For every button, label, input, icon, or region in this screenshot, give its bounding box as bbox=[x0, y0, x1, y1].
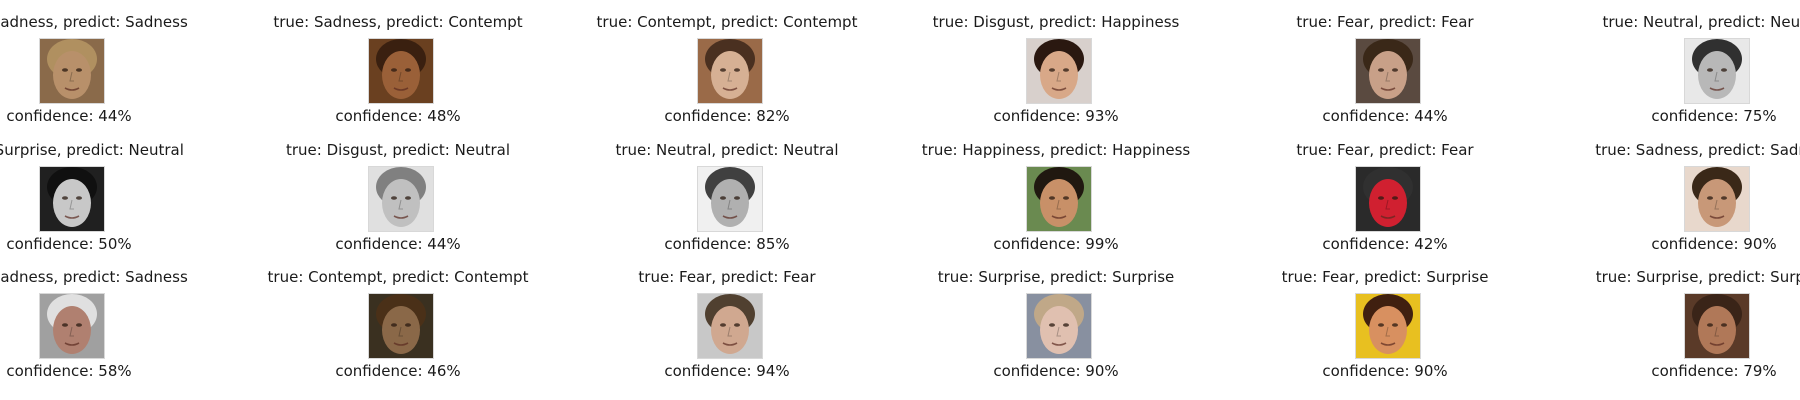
confidence-label: confidence: 90% bbox=[993, 362, 1119, 380]
panel-title: true: Surprise, predict: Neutral bbox=[0, 140, 184, 159]
prediction-panel: true: Sadness, predict: Sadness confidenc… bbox=[0, 255, 234, 382]
face-thumbnail-icon bbox=[1355, 38, 1421, 104]
confidence-label: confidence: 85% bbox=[664, 234, 790, 253]
panel-title: true: Sadness, predict: Sadness bbox=[1595, 140, 1800, 159]
panel-title: true: Contempt, predict: Contempt bbox=[267, 268, 529, 286]
face-thumbnail-icon bbox=[39, 38, 105, 104]
confidence-label: confidence: 48% bbox=[335, 107, 461, 125]
prediction-panel: true: Surprise, predict: Surprise confide… bbox=[891, 255, 1221, 382]
face-thumbnail-icon bbox=[1355, 293, 1421, 359]
prediction-panel: true: Happiness, predict: Happiness confi… bbox=[891, 128, 1221, 255]
prediction-panel: true: Fear, predict: Fear confidence: 44% bbox=[1220, 0, 1550, 127]
confidence-label: confidence: 82% bbox=[664, 107, 790, 125]
panel-title: true: Contempt, predict: Contempt bbox=[596, 13, 858, 31]
panel-title: true: Sadness, predict: Contempt bbox=[273, 13, 523, 31]
confidence-label: confidence: 99% bbox=[993, 234, 1119, 253]
confidence-label: confidence: 44% bbox=[6, 107, 132, 125]
confidence-label: confidence: 90% bbox=[1651, 234, 1777, 253]
confidence-label: confidence: 50% bbox=[6, 234, 132, 253]
face-thumbnail-icon bbox=[697, 38, 763, 104]
prediction-panel: true: Fear, predict: Fear confidence: 94% bbox=[562, 255, 892, 382]
panel-title: true: Surprise, predict: Surprise bbox=[937, 268, 1175, 286]
prediction-panel: true: Contempt, predict: Contempt confide… bbox=[233, 255, 563, 382]
prediction-panel: true: Fear, predict: Surprise confidence:… bbox=[1220, 255, 1550, 382]
face-thumbnail-icon bbox=[1684, 293, 1750, 359]
confidence-label: confidence: 44% bbox=[1322, 107, 1448, 125]
panel-title: true: Disgust, predict: Happiness bbox=[932, 13, 1180, 31]
face-thumbnail-icon bbox=[368, 293, 434, 359]
confidence-label: confidence: 94% bbox=[664, 362, 790, 380]
panel-title: true: Sadness, predict: Sadness bbox=[0, 268, 188, 286]
confidence-label: confidence: 93% bbox=[993, 107, 1119, 125]
panel-title: true: Neutral, predict: Neutral bbox=[615, 140, 839, 159]
prediction-panel: true: Contempt, predict: Contempt confide… bbox=[562, 0, 892, 127]
panel-title: true: Fear, predict: Fear bbox=[1296, 13, 1474, 31]
confidence-label: confidence: 75% bbox=[1651, 107, 1777, 125]
face-thumbnail-icon bbox=[39, 293, 105, 359]
face-thumbnail-icon bbox=[1026, 38, 1092, 104]
face-thumbnail-icon bbox=[1026, 293, 1092, 359]
face-thumbnail-icon bbox=[1026, 165, 1092, 232]
face-thumbnail-icon bbox=[39, 165, 105, 232]
confidence-label: confidence: 46% bbox=[335, 362, 461, 380]
prediction-panel: true: Neutral, predict: Neutral confidenc… bbox=[562, 128, 892, 255]
face-thumbnail-icon bbox=[1684, 165, 1750, 232]
prediction-panel: true: Sadness, predict: Contempt confiden… bbox=[233, 0, 563, 127]
confidence-label: confidence: 90% bbox=[1322, 362, 1448, 380]
panel-title: true: Surprise, predict: Surprise bbox=[1595, 268, 1800, 286]
prediction-panel: true: Sadness, predict: Sadness confidenc… bbox=[1549, 128, 1800, 255]
prediction-panel: true: Fear, predict: Fear confidence: 42% bbox=[1220, 128, 1550, 255]
confidence-label: confidence: 42% bbox=[1322, 234, 1448, 253]
face-thumbnail-icon bbox=[368, 165, 434, 232]
panel-title: true: Neutral, predict: Neutral bbox=[1602, 13, 1800, 31]
prediction-panel: true: Disgust, predict: Neutral confidenc… bbox=[233, 128, 563, 255]
confidence-label: confidence: 44% bbox=[335, 234, 461, 253]
panel-title: true: Fear, predict: Fear bbox=[638, 268, 816, 286]
face-thumbnail-icon bbox=[1355, 165, 1421, 232]
face-thumbnail-icon bbox=[697, 165, 763, 232]
face-thumbnail-icon bbox=[368, 38, 434, 104]
panel-title: true: Fear, predict: Surprise bbox=[1281, 268, 1489, 286]
prediction-panel: true: Surprise, predict: Surprise confide… bbox=[1549, 255, 1800, 382]
panel-title: true: Happiness, predict: Happiness bbox=[921, 140, 1191, 159]
panel-title: true: Sadness, predict: Sadness bbox=[0, 13, 188, 31]
prediction-panel: true: Surprise, predict: Neutral confiden… bbox=[0, 128, 234, 255]
face-thumbnail-icon bbox=[1684, 38, 1750, 104]
prediction-panel: true: Disgust, predict: Happiness confide… bbox=[891, 0, 1221, 127]
confidence-label: confidence: 58% bbox=[6, 362, 132, 380]
prediction-panel: true: Sadness, predict: Sadness confidenc… bbox=[0, 0, 234, 127]
confidence-label: confidence: 79% bbox=[1651, 362, 1777, 380]
face-thumbnail-icon bbox=[697, 293, 763, 359]
panel-title: true: Fear, predict: Fear bbox=[1296, 140, 1474, 159]
prediction-panel: true: Neutral, predict: Neutral confidenc… bbox=[1549, 0, 1800, 127]
panel-title: true: Disgust, predict: Neutral bbox=[286, 140, 510, 159]
